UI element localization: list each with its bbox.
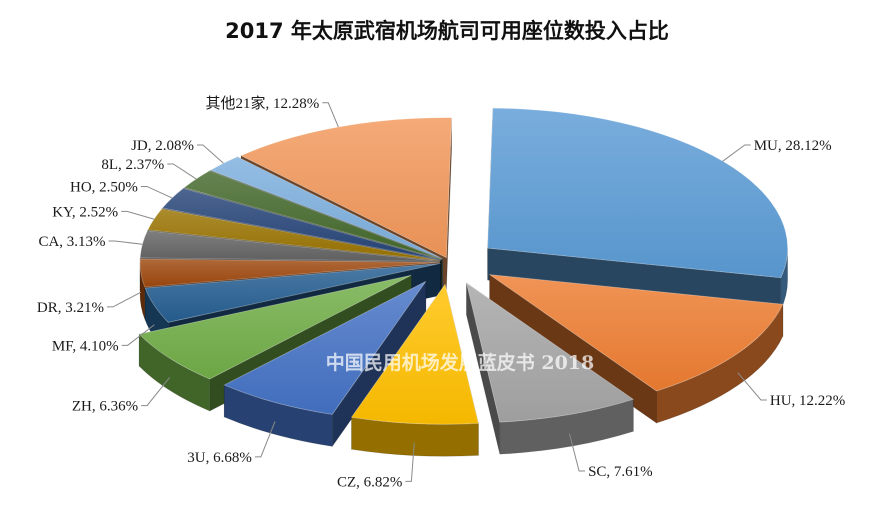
data-label-其他21家: 其他21家, 12.28% — [206, 95, 320, 112]
data-label-MF: MF, 4.10% — [52, 338, 119, 354]
leader-CZ — [405, 442, 415, 482]
data-label-HU: HU, 12.22% — [770, 393, 845, 409]
chart-title: 2017 年太原武宿机场航司可用座位数投入占比 — [225, 19, 669, 43]
leader-3U — [254, 421, 276, 458]
leader-其他21家 — [322, 102, 339, 128]
slice-CA — [139, 230, 441, 262]
slice-MU — [487, 107, 788, 279]
slice-CZ — [350, 283, 479, 425]
leader-DR — [106, 291, 142, 308]
leader-HU — [737, 372, 767, 401]
slice-JD — [209, 156, 443, 260]
leader-ZH — [141, 377, 171, 407]
data-label-MU: MU, 28.12% — [754, 138, 832, 154]
data-label-KY: KY, 2.52% — [52, 204, 118, 220]
slice-3U — [223, 281, 427, 415]
data-label-SC: SC, 7.61% — [588, 464, 653, 480]
data-label-DR: DR, 3.21% — [37, 300, 104, 316]
leader-CA — [108, 240, 143, 245]
data-labels: MU, 28.12% HU, 12.22% SC, 7.61% CZ, 6.82% 3U… — [37, 95, 845, 491]
slice-wall-3U — [331, 280, 427, 448]
leader-SC — [568, 433, 586, 472]
data-label-8L: 8L, 2.37% — [101, 157, 164, 173]
data-label-ZH: ZH, 6.36% — [72, 399, 138, 415]
data-label-CA: CA, 3.13% — [38, 234, 105, 250]
leader-KY — [121, 210, 155, 220]
data-label-HO: HO, 2.50% — [70, 179, 138, 195]
data-label-CZ: CZ, 6.82% — [337, 474, 402, 490]
leader-HO — [140, 185, 173, 199]
data-label-3U: 3U, 6.68% — [187, 450, 252, 466]
label-leaders — [106, 102, 767, 482]
slice-KY — [147, 208, 441, 262]
slice-MF — [144, 263, 441, 323]
leader-MU — [722, 144, 751, 162]
slice-HU — [488, 274, 784, 392]
slice-SC — [465, 282, 635, 423]
leader-MF — [121, 324, 155, 346]
leader-8L — [167, 163, 197, 180]
watermark-text: 中国民用机场发展蓝皮书 2018 — [326, 351, 595, 374]
slice-wall-SC — [466, 282, 501, 455]
slice-其他21家 — [240, 117, 453, 259]
slice-HO — [161, 187, 442, 261]
data-label-JD: JD, 2.08% — [131, 138, 194, 154]
pie-slices — [138, 107, 789, 457]
slice-DR — [139, 258, 441, 288]
leader-JD — [196, 144, 224, 164]
